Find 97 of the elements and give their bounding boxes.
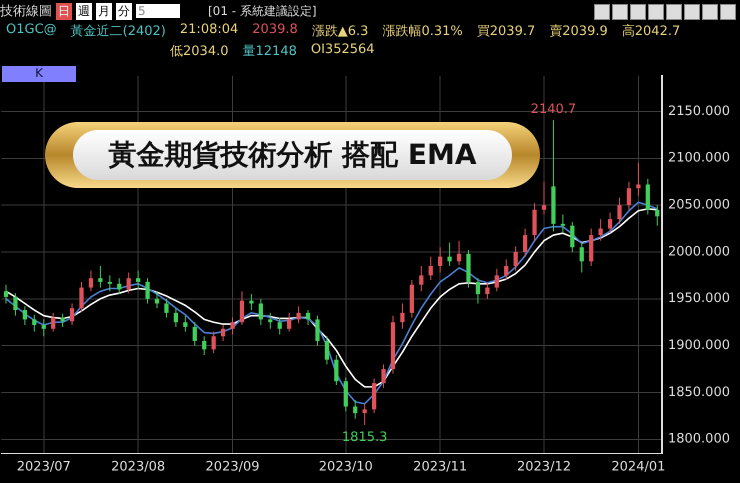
x-tick-label: 2024/01 [611, 460, 666, 475]
candlestick [504, 258, 508, 281]
text: 5 [136, 4, 180, 18]
candlestick [136, 270, 140, 290]
y-tick-label: 1900.000 [668, 338, 730, 354]
candlestick [13, 292, 18, 316]
text: 月 [96, 2, 112, 20]
candlestick [494, 268, 499, 292]
y-tick-label: 2150.000 [668, 104, 730, 119]
candlestick [268, 312, 272, 330]
candlestick [419, 266, 424, 292]
candlestick [183, 315, 188, 332]
text: O1GC@ [6, 22, 57, 39]
candlestick [617, 197, 622, 224]
candlestick [240, 290, 244, 326]
text: 2039.8 [252, 22, 298, 39]
x-tick-label: 2023/09 [206, 460, 260, 475]
y-tick-label: 2100.000 [668, 150, 730, 166]
candlestick [381, 364, 386, 388]
candlestick [212, 331, 216, 354]
y-tick-label: 2050.000 [668, 197, 730, 212]
text: 低2034.0 [170, 43, 228, 60]
candlestick [315, 315, 320, 346]
candlestick [4, 284, 8, 304]
text: 高2042.7 [622, 23, 680, 40]
candlestick [117, 278, 122, 295]
candlestick [126, 272, 131, 294]
x-tick-label: 2023/11 [413, 460, 468, 475]
candlestick [334, 354, 338, 386]
text: 量12148 [242, 43, 297, 60]
text: 分 [116, 2, 132, 20]
x-tick-label: 2023/08 [111, 460, 166, 475]
candlestick [570, 221, 574, 252]
text: 日 [56, 2, 72, 20]
candlestick [79, 281, 84, 312]
candlestick [438, 246, 442, 274]
k-tab: K [2, 66, 76, 82]
candlestick [400, 302, 405, 330]
candlestick [42, 318, 46, 337]
candlestick [192, 322, 197, 346]
candlestick [32, 314, 36, 332]
candlestick [51, 312, 56, 332]
candlestick [542, 181, 546, 215]
text: 技術線圖 [0, 3, 52, 20]
text: OI352564 [310, 42, 375, 59]
candlestick [447, 242, 452, 267]
candlestick [230, 317, 235, 335]
candlestick [287, 312, 292, 332]
candlestick [362, 403, 367, 426]
candlestick [22, 306, 27, 326]
candlestick [306, 310, 310, 326]
text: 21:08:04 [180, 22, 238, 39]
candlestick [485, 281, 490, 300]
y-tick-label: 2000.000 [668, 244, 730, 260]
candlestick [220, 324, 226, 342]
candlestick [249, 294, 254, 311]
candlestick [70, 302, 74, 326]
candlestick [202, 336, 206, 356]
text: 買2039.7 [476, 23, 536, 40]
text: 週 [76, 2, 92, 20]
text: 漲跌▲6.3 [312, 23, 368, 40]
candlestick [324, 336, 330, 365]
candlestick [296, 306, 301, 324]
candlestick [608, 212, 612, 234]
candlestick [522, 228, 528, 258]
y-tick-label: 1950.000 [668, 291, 730, 306]
x-tick-label: 2023/07 [16, 460, 71, 475]
y-tick-label: 1800.000 [668, 432, 730, 447]
candlestick [456, 240, 462, 266]
candlestick [655, 204, 660, 226]
text: 賣2039.9 [549, 23, 608, 40]
candlestick [514, 246, 518, 272]
candlestick [98, 266, 103, 288]
candlestick [278, 317, 282, 335]
candlestick [580, 242, 584, 274]
y-tick-label: 1850.000 [668, 384, 730, 400]
x-tick-label: 2023/10 [318, 460, 373, 475]
candlestick [154, 290, 160, 309]
candlestick [476, 278, 480, 304]
candlestick [258, 298, 263, 326]
text: 漲跌幅0.31% [382, 23, 463, 40]
candlestick [428, 256, 433, 281]
banner-frame: 黃金期貨技術分析 搭配 EMA [45, 122, 540, 188]
x-tick-label: 2023/12 [516, 460, 571, 475]
candlestick [108, 274, 112, 292]
text: 黃金近二(2402) [70, 23, 166, 40]
candlestick [174, 308, 178, 328]
text: [01 - 系統建議設定] [208, 2, 317, 20]
candlestick [88, 270, 94, 292]
candlestick [164, 298, 169, 318]
candlestick [353, 399, 358, 420]
annotation: 2140.7 [530, 102, 576, 117]
candlestick [60, 313, 65, 328]
annotation: 1815.3 [342, 430, 388, 445]
candlestick [626, 181, 632, 210]
candlestick [598, 218, 603, 242]
candlestick [145, 278, 150, 304]
